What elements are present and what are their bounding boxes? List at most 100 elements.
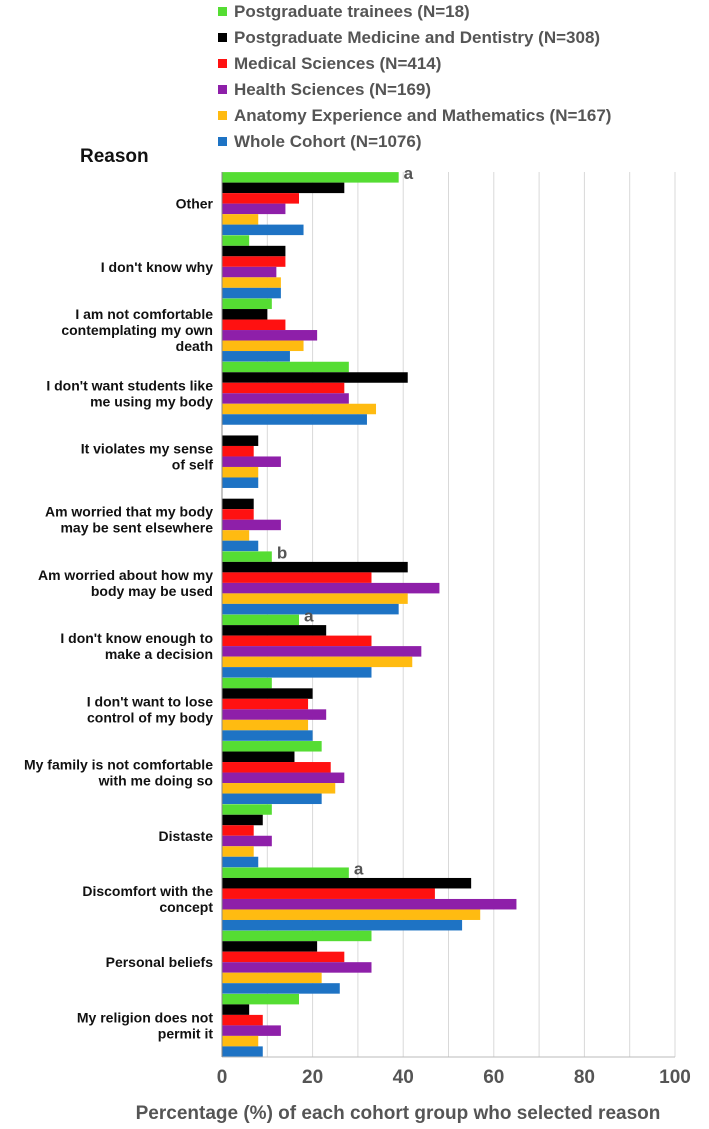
bar-3-2 (222, 382, 345, 394)
bar-4-5 (222, 477, 259, 488)
bar-5-5 (222, 540, 259, 552)
bar-6-3 (222, 582, 440, 594)
category-label-8-1: control of my body (87, 709, 213, 725)
bar-9-5 (222, 793, 322, 805)
bar-11-1 (222, 877, 472, 889)
legend-swatch-4 (218, 111, 227, 120)
category-label-13-0: My religion does not (77, 1009, 213, 1025)
category-label-8-0: I don't want to lose (87, 693, 213, 709)
bar-2-1 (222, 309, 268, 320)
category-labels: Other I don't know why I am not comfortabl… (24, 196, 214, 1042)
legend: Postgraduate trainees (N=18) Postgraduate… (218, 2, 611, 151)
annotation-1: b (277, 543, 287, 562)
bar-8-3 (222, 709, 327, 720)
bar-4-4 (222, 466, 259, 478)
category-label-12-0: Personal beliefs (106, 954, 214, 970)
bar-11-3 (222, 898, 517, 910)
x-tick-label-4: 80 (574, 1067, 595, 1088)
bar-5-4 (222, 530, 250, 541)
x-tick-labels: 0 20 40 60 80 100 (217, 1067, 691, 1088)
bar-6-1 (222, 561, 408, 573)
bar-6-5 (222, 603, 399, 615)
legend-swatch-3 (218, 85, 227, 94)
category-label-3-0: I don't want students like (46, 377, 213, 393)
bar-12-0 (222, 930, 372, 942)
x-tick-label-1: 20 (302, 1067, 323, 1088)
bar-12-3 (222, 962, 372, 973)
bar-6-0 (222, 551, 272, 562)
bar-11-2 (222, 888, 435, 899)
legend-swatch-2 (218, 59, 227, 68)
y-axis-label: Reason (80, 146, 149, 167)
x-tick-label-3: 60 (483, 1067, 504, 1088)
bar-1-3 (222, 266, 277, 278)
bar-4-1 (222, 435, 259, 446)
bar-11-5 (222, 919, 463, 931)
bar-8-1 (222, 688, 313, 699)
bar-12-2 (222, 951, 345, 963)
bar-12-4 (222, 972, 322, 984)
bar-8-5 (222, 730, 313, 741)
bar-7-3 (222, 646, 422, 657)
legend-entry-1: Postgraduate Medicine and Dentistry (N=3… (234, 28, 600, 47)
bar-2-0 (222, 298, 272, 310)
bar-13-2 (222, 1014, 263, 1026)
bars (222, 172, 517, 1057)
annotation-2: a (304, 607, 314, 626)
category-label-11-1: concept (159, 899, 213, 915)
bar-13-5 (222, 1046, 263, 1057)
bar-13-0 (222, 993, 300, 1005)
bar-10-3 (222, 835, 272, 847)
category-label-6-1: body may be used (91, 583, 213, 599)
bar-9-0 (222, 741, 322, 752)
bar-8-0 (222, 677, 272, 689)
category-label-7-1: make a decision (105, 646, 213, 662)
bar-2-4 (222, 340, 304, 352)
category-label-1-0: I don't know why (101, 259, 213, 275)
bar-0-4 (222, 214, 259, 225)
bar-13-4 (222, 1035, 259, 1047)
gridlines (266, 172, 676, 1057)
x-tick-label-0: 0 (217, 1067, 228, 1088)
bar-1-5 (222, 287, 281, 299)
category-label-3-1: me using my body (90, 393, 213, 409)
x-tick-label-5: 100 (659, 1067, 691, 1088)
category-label-2-1: contemplating my own (61, 322, 213, 338)
bar-7-2 (222, 635, 372, 647)
bar-5-2 (222, 509, 254, 520)
bar-1-2 (222, 256, 286, 267)
legend-entry-5: Whole Cohort (N=1076) (234, 132, 422, 151)
bar-13-1 (222, 1004, 250, 1015)
annotation-3: a (354, 859, 364, 878)
annotation-0: a (404, 164, 414, 183)
bar-7-5 (222, 667, 372, 678)
category-label-5-1: may be sent elsewhere (60, 520, 213, 536)
bar-4-3 (222, 456, 281, 467)
bar-3-4 (222, 403, 377, 415)
bar-0-3 (222, 203, 286, 215)
category-label-9-1: with me doing so (98, 773, 213, 789)
bar-0-5 (222, 224, 304, 236)
bar-2-3 (222, 330, 318, 341)
bar-7-0 (222, 614, 300, 626)
category-label-4-1: of self (172, 456, 214, 472)
category-label-6-0: Am worried about how my (38, 567, 213, 583)
bar-5-3 (222, 519, 281, 531)
bar-12-5 (222, 983, 340, 994)
bar-10-4 (222, 846, 254, 857)
category-label-2-2: death (176, 338, 213, 354)
bar-11-4 (222, 909, 481, 920)
bar-8-2 (222, 698, 309, 710)
category-label-4-0: It violates my sense (81, 440, 214, 456)
bar-3-1 (222, 372, 408, 383)
bar-10-0 (222, 804, 272, 815)
bar-6-4 (222, 593, 408, 604)
bar-10-2 (222, 825, 254, 836)
category-label-13-1: permit it (158, 1025, 214, 1041)
bar-0-2 (222, 193, 300, 204)
bar-7-1 (222, 625, 327, 636)
bar-5-1 (222, 498, 254, 510)
category-label-7-0: I don't know enough to (60, 630, 213, 646)
legend-entry-2: Medical Sciences (N=414) (234, 54, 441, 73)
